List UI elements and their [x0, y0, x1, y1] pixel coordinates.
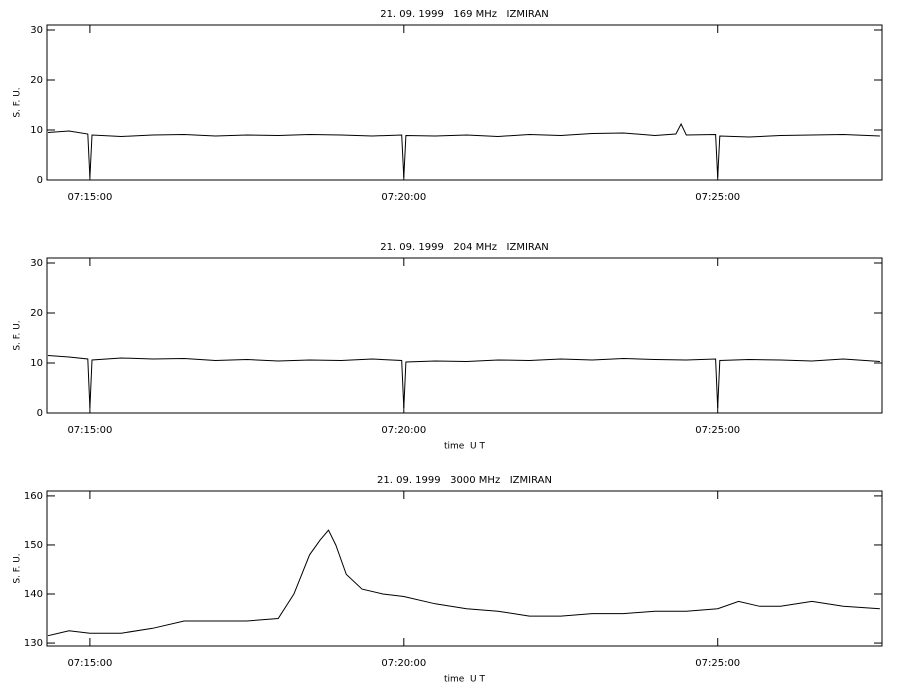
x-tick-label: 07:25:00 [695, 658, 740, 669]
x-tick-label: 07:25:00 [695, 192, 740, 203]
x-tick-label: 07:25:00 [695, 425, 740, 436]
y-tick-label: 20 [30, 75, 43, 86]
y-tick-label: 30 [30, 25, 43, 36]
plot-frame [46, 24, 883, 181]
chart-title: 21. 09. 1999 204 MHz IZMIRAN [380, 242, 549, 253]
y-tick-label: 30 [30, 258, 43, 269]
chart-title: 21. 09. 1999 3000 MHz IZMIRAN [377, 475, 552, 486]
x-tick-label: 07:15:00 [67, 658, 112, 669]
y-tick-label: 10 [30, 358, 43, 369]
x-axis-label: time U T [444, 442, 486, 452]
y-tick-label: 140 [24, 589, 43, 600]
y-tick-label: 160 [24, 491, 43, 502]
y-tick-label: 150 [24, 540, 43, 551]
data-line [47, 122, 880, 178]
x-axis-label: time U T [444, 675, 486, 685]
data-line [47, 529, 880, 637]
x-tick-label: 07:20:00 [381, 425, 426, 436]
y-tick-label: 10 [30, 125, 43, 136]
x-tick-label: 07:20:00 [381, 192, 426, 203]
x-tick-label: 07:20:00 [381, 658, 426, 669]
plot-frame [46, 257, 883, 414]
x-tick-label: 07:15:00 [67, 425, 112, 436]
y-tick-label: 0 [37, 175, 43, 186]
y-tick-label: 0 [37, 408, 43, 419]
y-axis-label: S. F. U. [13, 320, 23, 350]
plot-frame [46, 490, 883, 647]
x-tick-label: 07:15:00 [67, 192, 112, 203]
data-line [47, 355, 880, 409]
y-axis-label: S. F. U. [13, 553, 23, 583]
y-axis-label: S. F. U. [13, 87, 23, 117]
y-tick-label: 20 [30, 308, 43, 319]
chart-title: 21. 09. 1999 169 MHz IZMIRAN [380, 9, 549, 20]
y-tick-label: 130 [24, 638, 43, 649]
